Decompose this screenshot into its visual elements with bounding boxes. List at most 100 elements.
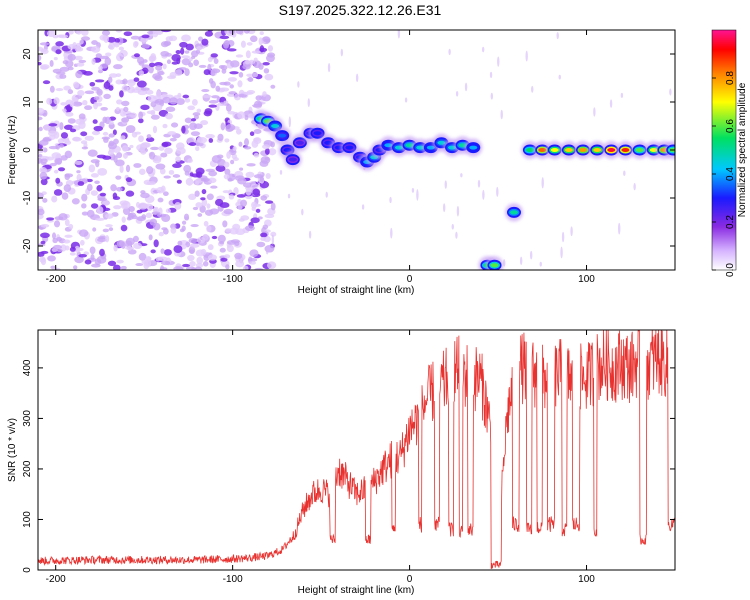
- noise-blob: [97, 69, 103, 74]
- noise-blob: [67, 89, 74, 95]
- noise-blob: [53, 56, 58, 61]
- noise-blob: [98, 65, 103, 71]
- noise-blob: [187, 105, 196, 111]
- noise-blob: [138, 202, 148, 210]
- noise-blob: [46, 97, 53, 105]
- noise-blob: [128, 206, 135, 213]
- noise-blob: [185, 241, 191, 248]
- noise-blob: [58, 143, 64, 148]
- noise-blob: [162, 141, 172, 147]
- noise-blob: [260, 236, 266, 242]
- noise-blob: [238, 141, 243, 147]
- noise-blob: [237, 177, 247, 185]
- noise-blob: [102, 200, 111, 206]
- noise-blob: [203, 110, 212, 117]
- spectrogram-frequency-track: [251, 109, 675, 270]
- noise-streak: [297, 81, 300, 88]
- noise-blob: [190, 224, 199, 228]
- noise-blob: [148, 234, 153, 241]
- noise-blob: [222, 40, 230, 49]
- noise-streak: [593, 107, 596, 117]
- noise-blob: [140, 192, 150, 199]
- noise-blob: [77, 89, 85, 96]
- noise-blob: [42, 198, 48, 203]
- noise-blob: [211, 95, 220, 99]
- y-tick-label: 400: [22, 359, 33, 376]
- noise-blob: [108, 85, 114, 91]
- noise-blob: [235, 260, 245, 268]
- noise-streak: [560, 246, 563, 259]
- noise-streak: [279, 170, 283, 175]
- noise-blob: [143, 259, 152, 267]
- noise-blob: [49, 162, 57, 167]
- noise-blob: [189, 172, 194, 177]
- noise-blob: [139, 168, 146, 175]
- noise-blob: [240, 199, 247, 207]
- y-tick-label: -10: [22, 190, 33, 205]
- noise-blob: [53, 169, 59, 174]
- noise-blob: [108, 73, 118, 78]
- noise-blob: [93, 96, 100, 101]
- noise-blob: [200, 197, 206, 201]
- noise-streak: [307, 98, 310, 107]
- noise-blob: [115, 175, 122, 180]
- noise-blob: [54, 216, 64, 221]
- noise-blob: [89, 246, 96, 255]
- noise-blob: [265, 173, 271, 179]
- noise-blob: [78, 113, 86, 120]
- noise-blob: [246, 163, 256, 167]
- noise-blob: [262, 144, 270, 150]
- noise-blob: [259, 31, 264, 36]
- noise-blob: [225, 103, 232, 112]
- noise-blob: [195, 202, 203, 208]
- noise-blob: [235, 228, 246, 236]
- noise-blob: [47, 255, 56, 262]
- noise-streak: [482, 189, 485, 200]
- noise-blob: [159, 168, 166, 175]
- noise-blob: [40, 64, 50, 70]
- noise-blob: [169, 97, 178, 105]
- noise-blob: [115, 79, 123, 85]
- noise-blob: [227, 77, 238, 82]
- noise-blob: [140, 104, 150, 111]
- noise-blob: [215, 85, 221, 92]
- noise-blob: [73, 81, 80, 89]
- noise-blob: [188, 142, 197, 147]
- noise-streak: [556, 32, 559, 40]
- noise-streak: [570, 226, 573, 237]
- noise-blob: [188, 62, 194, 68]
- noise-blob: [162, 96, 171, 104]
- noise-blob: [53, 189, 63, 196]
- noise-blob: [258, 63, 264, 70]
- noise-blob: [243, 91, 254, 95]
- noise-blob: [215, 164, 226, 172]
- noise-blob: [252, 188, 261, 196]
- noise-blob: [189, 122, 197, 131]
- noise-blob: [90, 190, 98, 196]
- noise-blob: [138, 118, 144, 124]
- noise-blob: [60, 102, 67, 106]
- noise-blob: [142, 59, 148, 63]
- noise-blob: [193, 123, 203, 129]
- noise-blob: [59, 74, 67, 79]
- noise-blob: [40, 250, 49, 254]
- noise-blob: [74, 245, 80, 253]
- noise-blob: [217, 133, 224, 141]
- x-tick-label: -200: [46, 274, 66, 285]
- noise-streak: [669, 88, 672, 96]
- noise-blob: [133, 77, 140, 82]
- x-tick-label: -100: [223, 574, 243, 585]
- noise-blob: [96, 88, 103, 96]
- noise-blob: [226, 151, 231, 159]
- noise-blob: [81, 203, 87, 209]
- noise-blob: [249, 35, 258, 43]
- noise-streak: [308, 230, 312, 239]
- noise-blob: [108, 227, 114, 232]
- noise-blob: [181, 34, 191, 42]
- noise-blob: [253, 203, 261, 207]
- noise-blob: [141, 214, 147, 219]
- noise-blob: [91, 130, 101, 136]
- noise-blob: [115, 106, 120, 112]
- noise-blob: [201, 89, 210, 93]
- noise-streak: [361, 204, 365, 210]
